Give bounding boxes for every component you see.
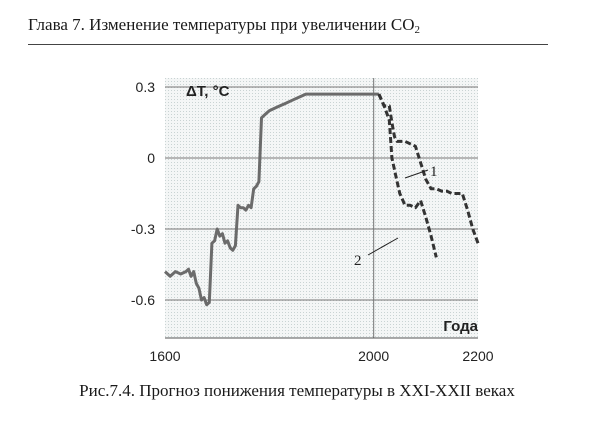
series-forecast-line-2 — [377, 93, 438, 258]
y-axis-label: ΔT, °C — [186, 83, 230, 100]
chapter-header-text: Глава 7. Изменение температуры при увели… — [28, 15, 415, 34]
chapter-header-subscript: 2 — [414, 24, 420, 36]
x-tick-label: 2000 — [358, 348, 389, 364]
series-observed-line — [163, 92, 379, 307]
annotation-label-1: 1 — [430, 164, 438, 180]
plot-background — [165, 78, 478, 338]
x-tick-label: 1600 — [149, 348, 180, 364]
series-forecast-line-1 — [377, 93, 480, 244]
annotation-leader-2 — [367, 237, 399, 256]
x-axis-label: Года — [443, 318, 478, 335]
y-tick-label: -0.3 — [131, 221, 155, 237]
y-tick-label: 0 — [147, 150, 155, 166]
y-tick-label: -0.6 — [131, 292, 155, 308]
annotation-label-2: 2 — [354, 253, 362, 269]
chapter-header: Глава 7. Изменение температуры при увели… — [28, 14, 548, 45]
annotation-leader-1 — [404, 169, 429, 179]
y-tick-label: 0.3 — [136, 79, 156, 95]
figure-caption: Рис.7.4. Прогноз понижения температуры в… — [79, 381, 515, 400]
x-tick-label: 2200 — [462, 348, 493, 364]
